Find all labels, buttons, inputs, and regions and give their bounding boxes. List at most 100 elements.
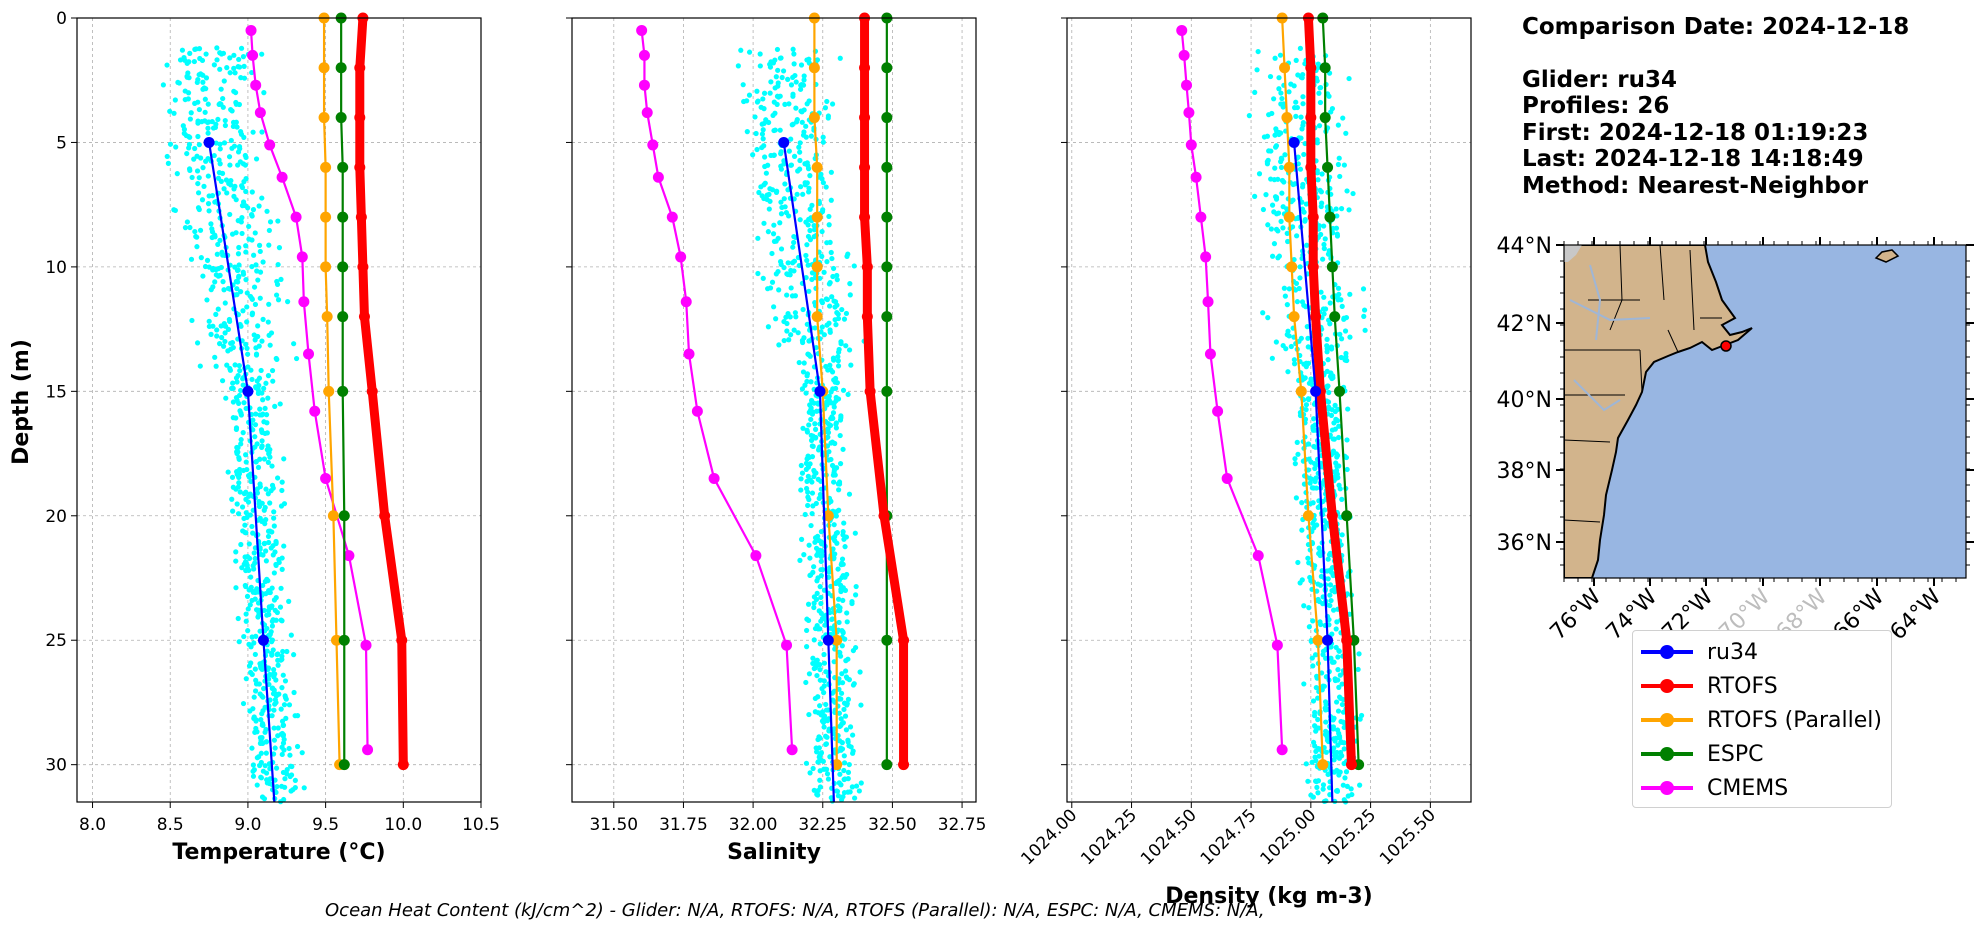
glider-sample bbox=[840, 597, 846, 604]
glider-sample bbox=[806, 98, 812, 104]
glider-sample bbox=[258, 427, 265, 433]
glider-sample bbox=[246, 541, 252, 547]
glider-sample bbox=[1322, 236, 1328, 242]
glider-sample bbox=[1268, 226, 1274, 232]
glider-sample bbox=[839, 560, 845, 566]
data-point bbox=[881, 261, 893, 273]
glider-sample bbox=[232, 89, 239, 96]
glider-sample bbox=[843, 668, 849, 674]
glider-sample bbox=[806, 542, 812, 548]
glider-sample bbox=[259, 195, 265, 201]
glider-sample bbox=[253, 607, 260, 613]
data-point bbox=[335, 62, 347, 74]
glider-sample bbox=[1322, 507, 1328, 513]
glider-sample bbox=[798, 62, 805, 68]
glider-sample bbox=[266, 242, 272, 248]
glider-sample bbox=[271, 597, 278, 603]
x-tick-label: 1025.25 bbox=[1316, 805, 1380, 869]
glider-sample bbox=[288, 632, 294, 638]
glider-sample bbox=[1282, 293, 1288, 299]
glider-sample bbox=[233, 415, 239, 421]
glider-sample bbox=[1327, 321, 1333, 327]
profile-count: Profiles: 26 bbox=[1522, 93, 1670, 119]
glider-sample bbox=[1278, 218, 1284, 224]
glider-sample bbox=[826, 393, 832, 399]
glider-sample bbox=[205, 125, 211, 131]
glider-sample bbox=[258, 759, 264, 766]
glider-sample bbox=[1321, 241, 1327, 248]
glider-sample bbox=[844, 619, 850, 625]
glider-sample bbox=[261, 385, 267, 391]
glider-sample bbox=[1300, 101, 1306, 107]
data-point bbox=[831, 759, 843, 771]
data-point bbox=[1326, 510, 1338, 522]
glider-sample bbox=[248, 367, 254, 373]
glider-sample bbox=[240, 308, 246, 314]
glider-sample bbox=[236, 262, 242, 268]
glider-sample bbox=[1246, 113, 1252, 119]
map-inset: 44°N42°N40°N38°N36°N76°W74°W72°W70°W68°W… bbox=[1497, 234, 1974, 645]
glider-sample bbox=[251, 640, 257, 646]
glider-sample bbox=[809, 479, 815, 485]
glider-sample bbox=[799, 386, 806, 392]
glider-sample bbox=[834, 302, 840, 308]
glider-sample bbox=[1294, 439, 1300, 445]
glider-sample bbox=[1295, 215, 1301, 221]
glider-sample bbox=[263, 486, 269, 492]
glider-sample bbox=[802, 511, 808, 518]
glider-sample bbox=[243, 452, 249, 458]
glider-sample bbox=[1301, 361, 1307, 367]
data-point bbox=[318, 112, 330, 124]
data-point bbox=[257, 634, 269, 646]
glider-sample bbox=[1265, 315, 1271, 321]
glider-sample bbox=[800, 306, 806, 313]
glider-sample bbox=[214, 57, 220, 63]
glider-sample bbox=[849, 784, 855, 790]
glider-sample bbox=[247, 293, 254, 300]
legend-swatch bbox=[1641, 713, 1693, 727]
glider-sample bbox=[811, 234, 817, 240]
glider-sample bbox=[1332, 677, 1339, 684]
data-point bbox=[298, 296, 310, 308]
glider-sample bbox=[266, 449, 272, 456]
glider-sample bbox=[256, 681, 262, 687]
glider-sample bbox=[803, 679, 809, 686]
glider-sample bbox=[253, 156, 260, 162]
data-point bbox=[881, 161, 893, 173]
glider-sample bbox=[292, 777, 298, 784]
glider-sample bbox=[1317, 582, 1324, 588]
glider-sample bbox=[823, 184, 829, 190]
data-point bbox=[1317, 759, 1329, 771]
glider-sample bbox=[167, 141, 174, 147]
glider-sample bbox=[767, 198, 773, 204]
glider-sample bbox=[1343, 354, 1349, 360]
data-point bbox=[1329, 311, 1341, 323]
glider-sample bbox=[1346, 75, 1352, 82]
glider-location-marker bbox=[1720, 340, 1732, 352]
glider-sample bbox=[211, 152, 217, 159]
glider-sample bbox=[255, 277, 261, 283]
data-point bbox=[1283, 161, 1295, 173]
data-point bbox=[264, 139, 276, 151]
y-tick-label: 0 bbox=[56, 9, 67, 29]
glider-sample bbox=[815, 476, 821, 482]
glider-sample bbox=[211, 62, 217, 68]
glider-sample bbox=[1321, 294, 1327, 300]
glider-sample bbox=[214, 45, 220, 51]
glider-sample bbox=[209, 118, 215, 125]
data-point bbox=[708, 472, 720, 484]
data-point bbox=[354, 112, 366, 124]
glider-sample bbox=[1325, 357, 1331, 363]
glider-sample bbox=[836, 346, 842, 353]
data-point bbox=[666, 211, 678, 223]
glider-sample bbox=[206, 318, 212, 324]
x-tick-label: 1024.75 bbox=[1197, 805, 1261, 869]
glider-sample bbox=[271, 666, 277, 673]
glider-sample bbox=[216, 157, 222, 163]
glider-sample bbox=[838, 716, 844, 722]
y-tick-label: 30 bbox=[45, 756, 67, 776]
glider-sample bbox=[818, 750, 825, 756]
glider-sample bbox=[235, 251, 242, 257]
glider-sample bbox=[265, 373, 272, 379]
glider-sample bbox=[223, 395, 229, 401]
